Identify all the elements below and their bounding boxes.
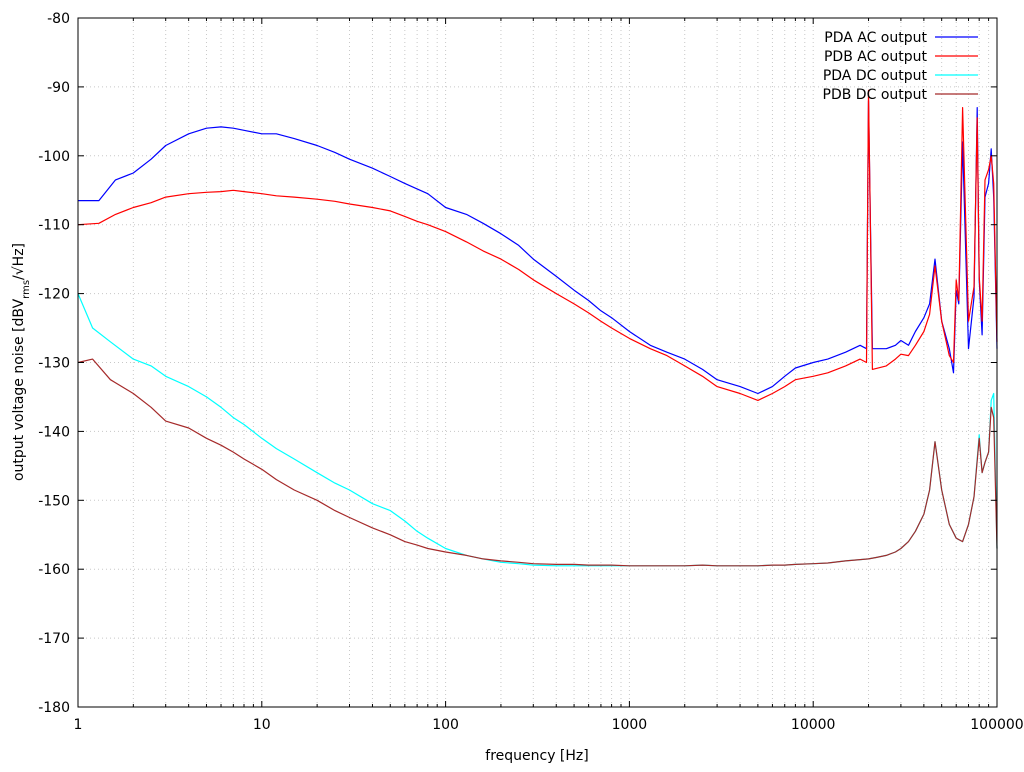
x-axis-label: frequency [Hz]: [485, 748, 588, 764]
x-tick-label: 100000: [970, 717, 1023, 733]
series-line-1: [77, 89, 998, 401]
legend-label: PDA DC output: [823, 68, 928, 84]
plot-frame: [77, 17, 998, 708]
tick-layer: 1 10 100 1000 10000 100000 -180 -170 -160 -150 -14…: [38, 11, 1024, 733]
y-tick-label: -110: [38, 218, 70, 234]
y-tick-label: -120: [38, 287, 70, 303]
y-tick-label: -150: [38, 493, 70, 509]
x-tick-label: 1000: [612, 717, 648, 733]
y-tick-label: -130: [38, 356, 70, 372]
series-layer: [77, 89, 998, 567]
y-tick-label: -80: [47, 11, 70, 27]
series-line-3: [77, 358, 998, 567]
legend-label: PDB AC output: [824, 49, 928, 65]
y-tick-label: -140: [38, 424, 70, 440]
y-tick-label: -170: [38, 631, 70, 647]
x-tick-label: 1: [74, 717, 83, 733]
x-tick-label: 10: [253, 717, 271, 733]
series-line-0: [78, 100, 998, 395]
series-line-2: [77, 293, 998, 567]
y-axis-label-suffix: /√Hz]: [11, 243, 27, 280]
y-tick-label: -100: [38, 149, 70, 165]
legend: PDA AC output PDB AC output PDA DC output P…: [823, 30, 978, 103]
y-tick-label: -90: [47, 80, 70, 96]
legend-label: PDA AC output: [824, 30, 927, 46]
grid-layer: [78, 18, 997, 707]
x-tick-label: 100: [432, 717, 459, 733]
y-axis-label-subscript: rms: [21, 280, 32, 299]
y-tick-label: -180: [38, 700, 70, 716]
y-tick-label: -160: [38, 562, 70, 578]
legend-label: PDB DC output: [823, 87, 928, 103]
y-axis-label-prefix: output voltage noise [dBV: [11, 298, 27, 481]
x-tick-label: 10000: [791, 717, 836, 733]
y-axis-label: output voltage noise [dBVrms/√Hz]: [11, 243, 32, 481]
